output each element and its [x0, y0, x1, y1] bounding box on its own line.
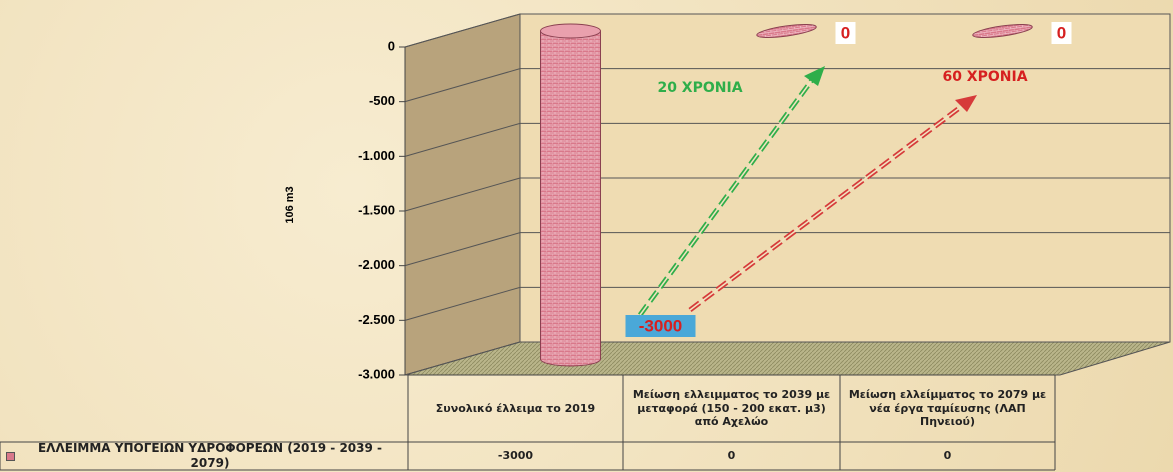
bar-top — [540, 23, 601, 39]
legend-label: ΕΛΛΕΙΜΜΑ ΥΠΟΓΕΙΩΝ ΥΔΡΟΦΟΡΕΩΝ (2019 - 203… — [37, 441, 382, 470]
annotation: 60 ΧΡΟΝΙΑ — [942, 69, 1027, 85]
floor — [404, 341, 1171, 376]
bar-body — [540, 30, 601, 367]
data-label-box — [1051, 22, 1072, 44]
legend-entry: ΕΛΛΕΙΜΜΑ ΥΠΟΓΕΙΩΝ ΥΔΡΟΦΟΡΕΩΝ (2019 - 203… — [0, 441, 408, 470]
table-value: -3000 — [497, 449, 534, 463]
grid-line — [404, 341, 1170, 376]
annotation: 20 ΧΡΟΝΙΑ — [657, 80, 742, 96]
grid-line — [404, 68, 1170, 103]
y-tick-label: -2.500 — [358, 312, 395, 327]
grid-line — [404, 122, 1170, 157]
x-tick-label: Μείωση ελλείμματος το 2079 με νέα έργα τ… — [848, 387, 1047, 429]
data-label-box — [835, 22, 856, 44]
data-label: -3000 — [639, 316, 682, 335]
table-value: 0 — [943, 449, 952, 463]
bar — [972, 24, 1033, 38]
grid-line — [404, 13, 1170, 48]
x-tick-label: Συνολικό έλλειμα το 2019 — [435, 401, 596, 415]
y-tick-label: -3.000 — [358, 366, 395, 381]
bar — [756, 24, 817, 38]
data-label-box — [625, 315, 696, 337]
arrowhead — [955, 95, 977, 112]
arrow — [689, 105, 963, 311]
legend-key — [6, 451, 15, 461]
arrow — [639, 79, 813, 316]
y-tick-label: -1.500 — [358, 202, 395, 217]
table-grid — [0, 374, 1056, 471]
arrowhead — [804, 66, 825, 86]
y-tick-label: -500 — [369, 93, 395, 108]
bar — [540, 23, 601, 367]
y-tick-label: -1.000 — [358, 148, 395, 163]
bar-top — [756, 24, 817, 38]
data-label: 0 — [841, 23, 850, 42]
grid-line — [404, 177, 1170, 212]
y-tick-label: -2.000 — [358, 257, 395, 272]
grid-line — [404, 286, 1170, 321]
y-tick-label: 0 — [388, 38, 395, 53]
table-value: 0 — [727, 449, 736, 463]
grid-line — [404, 232, 1170, 267]
x-tick-label: Μείωση ελλειμματος το 2039 με μεταφορά (… — [632, 387, 831, 429]
data-label: 0 — [1057, 23, 1066, 42]
y-axis-label: 106 m3 — [284, 186, 296, 223]
bar-top — [972, 24, 1033, 38]
